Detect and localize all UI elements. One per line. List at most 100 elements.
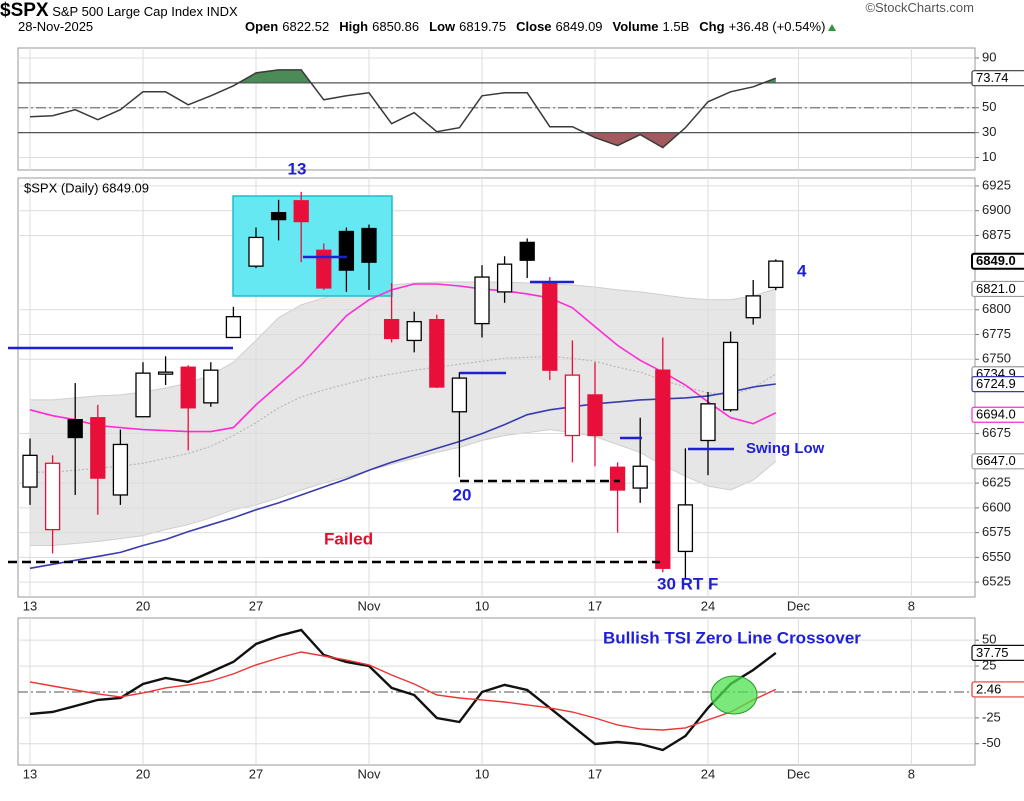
stat: High 6850.86 xyxy=(339,19,419,34)
stat: Low 6819.75 xyxy=(429,19,506,34)
stats-row: Open 6822.52 High 6850.86 Low 6819.75 Close 684… xyxy=(245,19,846,34)
y-tick-label: 6775 xyxy=(982,326,1011,341)
value-label-box xyxy=(971,644,1024,661)
series-line xyxy=(29,628,777,752)
y-tick-label: 6925 xyxy=(982,177,1011,192)
candle-body xyxy=(745,295,761,319)
band-upper xyxy=(30,281,776,401)
value-label-box xyxy=(971,376,1024,393)
candle-body xyxy=(542,282,558,371)
stat-value: 6819.75 xyxy=(459,19,507,34)
y-tick-label: 50 xyxy=(982,632,996,647)
y-tick-label: 6600 xyxy=(982,499,1011,514)
y-tick-label: 6575 xyxy=(982,524,1011,539)
x-tick-label: 24 xyxy=(701,598,715,613)
stat-value: 6850.86 xyxy=(372,19,420,34)
x-tick-label: 13 xyxy=(23,766,37,781)
value-label-box xyxy=(971,406,1024,423)
candle-body xyxy=(316,249,332,289)
y-tick-label: 6550 xyxy=(982,549,1011,564)
candle-body xyxy=(112,443,129,496)
x-tick-label: Dec xyxy=(787,766,811,781)
stat-value: 1.5B xyxy=(662,19,690,34)
y-tick-label: -50 xyxy=(982,735,1001,750)
annotation: 30 RT F xyxy=(657,574,718,593)
y-tick-label: 30 xyxy=(982,124,996,139)
stat-value: 6849.09 xyxy=(555,19,603,34)
background-layer: 10 30 50 90 6525 6550 6575 6600 6625 6675 6750 6775… xyxy=(17,47,1011,781)
change-arrow xyxy=(828,24,837,31)
value-label: 6821.0 xyxy=(976,281,1016,296)
candle-body xyxy=(587,394,603,437)
y-tick-label: 90 xyxy=(982,49,996,64)
overlay-line xyxy=(29,383,776,570)
x-tick-label: 27 xyxy=(249,598,263,613)
candle-body xyxy=(180,366,196,409)
stat: Open 6822.52 xyxy=(245,19,329,34)
candle-body xyxy=(293,200,309,223)
candle-body xyxy=(496,263,513,293)
panel-frame xyxy=(17,47,976,171)
stat-label: Volume xyxy=(612,19,659,34)
stat-value: 6822.52 xyxy=(282,19,330,34)
band-area xyxy=(30,282,776,546)
value-label: 6724.9 xyxy=(976,376,1016,391)
candle-body xyxy=(44,462,61,531)
y-tick-label: 6675 xyxy=(982,425,1011,440)
candle-body xyxy=(135,372,151,418)
candle-body xyxy=(90,417,106,479)
series-line xyxy=(29,69,777,149)
exchange: INDX xyxy=(206,4,238,19)
x-tick-label: Dec xyxy=(787,598,811,613)
candle-body xyxy=(700,403,716,442)
candle-body xyxy=(406,320,422,342)
stat: Chg +36.48 (+0.54%) xyxy=(699,19,837,34)
candle-body xyxy=(270,212,287,221)
value-label-box xyxy=(971,681,1024,698)
x-tick-label: 10 xyxy=(475,766,489,781)
candle-body xyxy=(655,369,671,569)
candle-body xyxy=(768,260,784,289)
y-tick-label: 6625 xyxy=(982,475,1011,490)
candle-body xyxy=(519,241,535,261)
annotation: 20 xyxy=(453,485,472,504)
value-label: 6647.0 xyxy=(976,453,1016,468)
x-tick-label: 8 xyxy=(908,598,915,613)
annotation-layer: 13 20 30 RT F 4 Swing Low Failed Bullish… xyxy=(8,159,861,715)
candle-body xyxy=(338,230,355,271)
candle-body xyxy=(722,341,739,411)
value-label: 2.46 xyxy=(976,681,1001,696)
stat: Close 6849.09 xyxy=(516,19,602,34)
x-tick-label: 24 xyxy=(701,766,715,781)
stat-label: Close xyxy=(516,19,552,34)
x-tick-label: 13 xyxy=(23,598,37,613)
zone-fill xyxy=(30,132,776,148)
symbol: $SPX xyxy=(0,0,49,21)
value-label-box xyxy=(971,252,1024,270)
credit: ©StockCharts.com xyxy=(865,0,974,15)
annotation: 4 xyxy=(797,261,807,280)
stat-label: Chg xyxy=(699,19,725,34)
x-tick-label: 17 xyxy=(588,766,602,781)
x-tick-label: 20 xyxy=(136,766,150,781)
y-tick-label: 6525 xyxy=(982,574,1011,589)
stat-label: High xyxy=(339,19,369,34)
annotation: 13 xyxy=(288,159,307,178)
stat-value: +36.48 (+0.54%) xyxy=(728,19,826,34)
annotation: Swing Low xyxy=(746,440,825,457)
stat-label: Low xyxy=(429,19,456,34)
candle-body xyxy=(451,377,468,413)
candle-body xyxy=(248,236,264,267)
x-tick-label: 17 xyxy=(588,598,602,613)
candle-body xyxy=(632,465,648,489)
x-tick-label: Nov xyxy=(357,598,381,613)
candle-body xyxy=(609,466,626,491)
candle-body xyxy=(383,318,400,340)
stat-label: Open xyxy=(245,19,279,34)
candle-body xyxy=(564,374,581,437)
annotation: Bullish TSI Zero Line Crossover xyxy=(603,628,861,647)
candle-body xyxy=(157,371,174,375)
y-tick-label: -25 xyxy=(982,709,1001,724)
legend: $SPX (Daily) 6849.09 xyxy=(24,180,149,195)
